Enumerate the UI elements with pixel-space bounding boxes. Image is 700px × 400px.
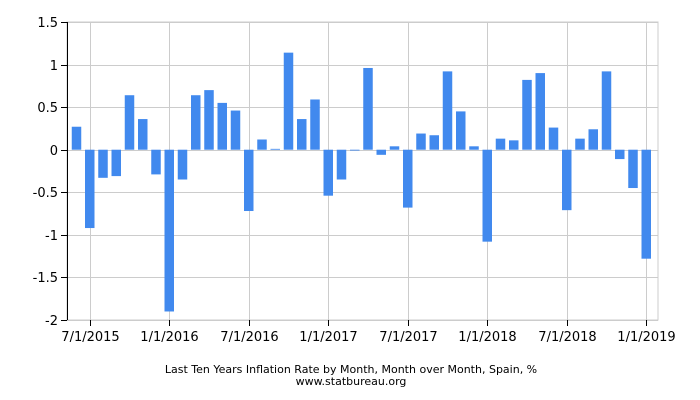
y-tick-label: 1 <box>50 59 58 74</box>
bar <box>495 138 506 150</box>
bar <box>164 149 174 312</box>
bar <box>71 126 82 150</box>
bar <box>85 149 95 229</box>
bar <box>376 149 386 155</box>
bars <box>71 52 651 312</box>
y-tick-label: -0.5 <box>33 186 58 201</box>
bar <box>575 138 585 150</box>
bar <box>323 149 333 196</box>
bar <box>204 90 214 150</box>
bar <box>535 73 545 150</box>
bar <box>363 67 373 150</box>
bar <box>522 79 532 150</box>
bar <box>389 146 400 150</box>
bar <box>310 99 320 150</box>
bar <box>562 149 572 211</box>
bar <box>641 149 651 259</box>
x-tick-label: 1/1/2017 <box>299 330 357 345</box>
y-tick-label: -2 <box>45 314 58 329</box>
bar <box>403 149 413 208</box>
bar <box>283 52 294 150</box>
bar <box>297 119 307 150</box>
bar <box>482 149 492 242</box>
x-tick-label: 1/1/2016 <box>140 330 198 345</box>
bar <box>230 110 241 150</box>
bar <box>548 127 559 150</box>
chart-title: Last Ten Years Inflation Rate by Month, … <box>165 363 537 376</box>
bar <box>217 102 227 150</box>
bar <box>177 149 188 180</box>
bar <box>270 148 280 150</box>
bar <box>628 149 638 189</box>
bar <box>416 133 426 150</box>
x-tick-label: 7/1/2015 <box>61 330 119 345</box>
bar <box>111 149 121 177</box>
bar <box>429 135 439 150</box>
bar <box>615 149 625 160</box>
x-tick-label: 7/1/2018 <box>538 330 596 345</box>
bar <box>124 95 135 150</box>
bar <box>336 149 347 180</box>
y-tick-label: 1.5 <box>37 16 58 31</box>
x-tick-label: 7/1/2017 <box>379 330 437 345</box>
bar <box>257 139 267 150</box>
axes <box>61 22 647 326</box>
x-tick-label: 7/1/2016 <box>220 330 278 345</box>
y-tick-label: 0 <box>50 144 58 159</box>
source-caption: www.statbureau.org <box>296 375 407 388</box>
bar <box>151 149 161 175</box>
tick-labels: 1.5 1 0.5 0 -0.5 -1 -1.5 -27/1/2015 1/1/2016 7/1/… <box>33 16 676 345</box>
bar <box>191 95 201 150</box>
x-tick-label: 1/1/2018 <box>458 330 516 345</box>
bar <box>350 149 360 151</box>
bar <box>601 71 612 150</box>
bar <box>98 149 108 178</box>
bar <box>588 129 598 150</box>
bar <box>138 119 148 150</box>
x-tick-label: 1/1/2019 <box>617 330 675 345</box>
bar <box>509 140 519 150</box>
y-tick-label: 0.5 <box>37 101 58 116</box>
bar <box>244 149 254 212</box>
bar <box>456 111 466 150</box>
bar <box>469 146 479 150</box>
y-tick-label: -1.5 <box>33 271 58 286</box>
bar <box>442 71 453 150</box>
y-tick-label: -1 <box>45 229 58 244</box>
